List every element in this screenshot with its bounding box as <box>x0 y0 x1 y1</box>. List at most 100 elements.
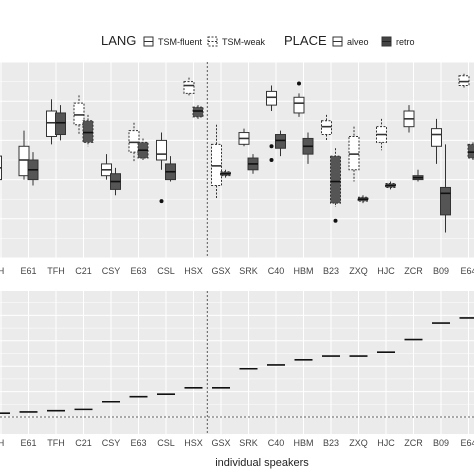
bottom-x-tick-label: E61 <box>20 438 36 448</box>
top-x-tick-label: H <box>0 266 4 276</box>
bottom-panel-x-tick-labels: H E61 TFH C21 CSY E63 CSL HSX GSX SRK C40 HBM B23 ZXQ… <box>0 438 474 448</box>
boxplot-outlier <box>159 199 164 204</box>
legend: LANG TSM-fluent TSM-weak PLACE alveo ret… <box>101 33 415 48</box>
top-x-tick-label: B09 <box>433 266 449 276</box>
boxplot-outlier <box>269 158 274 162</box>
boxplot-retro-B23 <box>330 148 341 223</box>
boxplot-box <box>293 96 305 114</box>
bottom-x-tick-label: HJC <box>377 438 395 448</box>
legend-fluent-label: TSM-fluent <box>158 37 203 47</box>
boxplot-alveo-C21 <box>73 95 85 135</box>
boxplot-box <box>156 139 167 161</box>
top-x-tick-label: GSX <box>211 266 230 276</box>
top-x-tick-label: SRK <box>239 266 258 276</box>
bottom-panel-segments <box>0 317 474 414</box>
top-x-tick-label: ZCR <box>404 266 423 276</box>
boxplot-box <box>128 130 140 153</box>
boxplot-box <box>183 81 195 94</box>
boxplot-box <box>275 134 286 149</box>
boxplot-box <box>348 135 360 171</box>
legend-lang-title: LANG <box>101 33 136 48</box>
bottom-panel-background <box>0 291 474 434</box>
boxplot-alveo-GSX <box>211 124 222 200</box>
boxplot-retro-C21 <box>82 114 94 147</box>
boxplot-box <box>211 143 222 186</box>
boxplot-box <box>330 155 341 204</box>
boxplot-box <box>82 120 94 143</box>
bottom-x-tick-label: E63 <box>130 438 146 448</box>
boxplot-box <box>55 112 66 136</box>
boxplot-alveo-HSX <box>183 77 195 96</box>
boxplot-retro-E61 <box>27 152 39 186</box>
bottom-x-tick-label: E64 <box>460 438 474 448</box>
boxplot-outlier <box>269 144 274 149</box>
boxplot-retro-C40 <box>275 130 286 157</box>
top-x-tick-label: ZXQ <box>349 266 368 276</box>
top-x-tick-label: E64 <box>460 266 474 276</box>
boxplot-box <box>467 143 474 159</box>
top-x-tick-label: B23 <box>323 266 339 276</box>
bottom-x-tick-label: C21 <box>75 438 92 448</box>
boxplot-retro-E63 <box>137 138 149 160</box>
bottom-x-tick-label: CSY <box>102 438 121 448</box>
legend-place-title: PLACE <box>284 33 327 48</box>
top-x-tick-label: HBM <box>294 266 314 276</box>
boxplot-retro-CSL <box>165 156 176 182</box>
bottom-x-tick-label: HBM <box>294 438 314 448</box>
boxplot-box <box>266 90 277 106</box>
boxplot-outlier <box>333 218 338 223</box>
boxplot-retro-HSX <box>192 105 204 119</box>
boxplot-alveo-B23 <box>321 114 332 141</box>
boxplot-box <box>431 128 442 147</box>
bottom-x-tick-label: B09 <box>433 438 449 448</box>
boxplot-alveo-E63 <box>128 122 140 162</box>
top-x-tick-label: CSY <box>102 266 121 276</box>
boxplot-alveo-C40 <box>266 85 277 162</box>
boxplot-retro-ZCR <box>412 169 424 182</box>
boxplot-retro-HJC <box>385 181 396 190</box>
legend-alveo-label: alveo <box>347 37 369 47</box>
boxplot-retro-E64 <box>467 142 474 160</box>
x-axis-title: individual speakers <box>215 457 309 469</box>
boxplot-alveo-CSY <box>101 154 112 180</box>
bottom-x-tick-label: H <box>0 438 4 448</box>
bottom-x-tick-label: B23 <box>323 438 339 448</box>
boxplot-retro-TFH <box>55 105 66 141</box>
boxplot-box <box>458 75 470 87</box>
bottom-x-tick-label: TFH <box>47 438 65 448</box>
boxplot-alveo-H <box>0 155 2 181</box>
boxplot-retro-SRK <box>247 154 259 174</box>
boxplot-alveo-B09 <box>431 118 442 164</box>
boxplot-box <box>440 186 451 216</box>
boxplot-box <box>73 102 85 126</box>
bottom-x-tick-label: SRK <box>239 438 258 448</box>
top-panel-x-tick-labels: H E61 TFH C21 CSY E63 CSL HSX GSX SRK C40 HBM B23 ZXQ… <box>0 266 474 276</box>
boxplot-retro-HBM <box>302 132 314 164</box>
legend-weak-label: TSM-weak <box>222 37 266 47</box>
boxplot-box <box>321 120 332 136</box>
boxplot-retro-B09 <box>440 144 451 233</box>
bottom-x-tick-label: ZXQ <box>349 438 368 448</box>
legend-retro-label: retro <box>396 37 415 47</box>
boxplot-box <box>192 106 204 118</box>
boxplot-retro-ZXQ <box>357 195 369 204</box>
boxplot-retro-CSY <box>110 167 121 196</box>
boxplot-alveo-SRK <box>238 128 250 147</box>
top-x-tick-label: C21 <box>75 266 92 276</box>
bottom-x-tick-label: C40 <box>268 438 285 448</box>
boxplot-alveo-CSL <box>156 132 167 204</box>
top-x-tick-label: TFH <box>47 266 65 276</box>
top-x-tick-label: E61 <box>20 266 36 276</box>
bottom-x-tick-label: ZCR <box>404 438 423 448</box>
boxplot-alveo-HJC <box>376 118 387 151</box>
top-x-tick-label: HJC <box>377 266 395 276</box>
top-x-tick-label: HSX <box>184 266 203 276</box>
bottom-panel-grid <box>0 291 474 434</box>
boxplot-alveo-ZXQ <box>348 126 360 182</box>
bottom-x-tick-label: CSL <box>157 438 175 448</box>
top-panel-boxplots <box>0 73 474 233</box>
boxplot-alveo-ZCR <box>403 105 415 133</box>
top-x-tick-label: E63 <box>130 266 146 276</box>
top-x-tick-label: C40 <box>268 266 285 276</box>
